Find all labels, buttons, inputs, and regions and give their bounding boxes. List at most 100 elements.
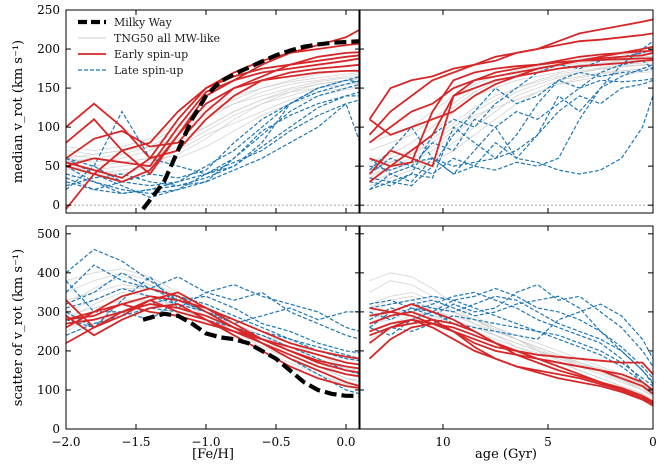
early-spin-up-line bbox=[369, 307, 653, 407]
y-axis-label-median: median v_rot (km s⁻¹) bbox=[11, 40, 26, 183]
early-spin-up-line bbox=[66, 70, 360, 183]
early-spin-up-line bbox=[66, 54, 360, 210]
panel-frame bbox=[358, 9, 654, 214]
tng-line bbox=[369, 272, 653, 401]
x-tick-label: 0.0 bbox=[336, 435, 355, 449]
late-spin-up-line bbox=[66, 91, 360, 191]
late-spin-up-line bbox=[369, 60, 653, 187]
tng-line bbox=[369, 307, 653, 395]
early-spin-up-line bbox=[66, 287, 360, 387]
plot-area bbox=[66, 28, 360, 211]
early-spin-up-line bbox=[368, 32, 653, 136]
late-spin-up-line bbox=[66, 79, 360, 191]
late-spin-up-line bbox=[369, 283, 653, 367]
early-spin-up-line bbox=[369, 303, 653, 391]
tng-line bbox=[66, 86, 360, 175]
x-tick-label: −1.0 bbox=[191, 435, 220, 449]
y-tick-label: 150 bbox=[37, 81, 60, 95]
early-spin-up-line bbox=[66, 57, 360, 168]
late-spin-up-line bbox=[369, 95, 653, 175]
late-spin-up-line bbox=[66, 99, 360, 187]
y-tick-label: 0 bbox=[52, 198, 60, 212]
late-spin-up-line bbox=[66, 83, 360, 199]
legend-label: TNG50 all MW-like bbox=[114, 32, 220, 45]
late-spin-up-line bbox=[66, 272, 360, 354]
plot-area bbox=[359, 18, 653, 206]
x-axis-label-age: age (Gyr) bbox=[475, 447, 537, 462]
x-axis-label-feh: [Fe/H] bbox=[192, 447, 234, 462]
tng-line bbox=[66, 73, 360, 163]
early-spin-up-line bbox=[66, 303, 360, 370]
y-tick-label: 400 bbox=[37, 266, 60, 280]
x-tick-label: 0 bbox=[649, 435, 657, 449]
plot-area bbox=[66, 248, 360, 398]
milky-way-line bbox=[142, 311, 360, 398]
y-tick-label: 300 bbox=[37, 305, 60, 319]
panel-scatter-vs-age: 10 5 0 bbox=[358, 225, 657, 449]
late-spin-up-line bbox=[369, 295, 653, 383]
y-tick-label: 0 bbox=[52, 422, 60, 436]
milky-way-line bbox=[141, 39, 360, 211]
legend-label: Milky Way bbox=[114, 16, 173, 29]
tng-line bbox=[66, 81, 360, 163]
early-spin-up-line bbox=[369, 57, 653, 168]
legend-label: Late spin-up bbox=[114, 64, 183, 77]
early-spin-up-line bbox=[66, 63, 360, 160]
panel-frame bbox=[358, 225, 654, 430]
late-spin-up-line bbox=[66, 95, 360, 195]
early-spin-up-line bbox=[66, 295, 360, 360]
early-spin-up-line bbox=[368, 45, 653, 136]
x-tick-label: −0.5 bbox=[261, 435, 290, 449]
x-tick-label: −2.0 bbox=[51, 435, 80, 449]
panel-median-vs-feh: 0 50 100 150 200 250 bbox=[37, 3, 361, 214]
y-tick-label: 250 bbox=[37, 3, 60, 17]
x-tick-label: 10 bbox=[435, 435, 450, 449]
early-spin-up-line bbox=[66, 299, 360, 378]
late-spin-up-line bbox=[369, 287, 653, 379]
early-spin-up-line bbox=[66, 42, 360, 179]
y-tick-label: 200 bbox=[37, 42, 60, 56]
legend: Milky Way TNG50 all MW-like Early spin-up L… bbox=[78, 16, 220, 77]
panel-scatter-vs-feh: −2.0 −1.5 −1.0 −0.5 0.0 0 100 200 300 400 500 bbox=[37, 225, 361, 449]
y-tick-label: 200 bbox=[37, 344, 60, 358]
late-spin-up-line bbox=[369, 303, 653, 359]
early-spin-up-line bbox=[66, 303, 360, 366]
y-tick-label: 100 bbox=[37, 120, 60, 134]
y-tick-label: 100 bbox=[37, 383, 60, 397]
x-tick-label: −1.5 bbox=[121, 435, 150, 449]
y-axis-label-scatter: scatter of v_rot (km s⁻¹) bbox=[11, 249, 26, 406]
axis-text-layer: median v_rot (km s⁻¹) scatter of v_rot (… bbox=[11, 40, 537, 462]
tng-line bbox=[66, 68, 360, 155]
late-spin-up-line bbox=[369, 78, 653, 175]
late-spin-up-line bbox=[66, 287, 360, 360]
late-spin-up-line bbox=[369, 295, 653, 385]
early-spin-up-line bbox=[369, 318, 653, 403]
tng-line bbox=[369, 67, 653, 183]
early-spin-up-line bbox=[66, 291, 360, 374]
late-spin-up-line bbox=[369, 291, 653, 391]
legend-label: Early spin-up bbox=[114, 48, 188, 61]
panel-frame bbox=[65, 9, 361, 214]
late-spin-up-line bbox=[66, 102, 360, 195]
tng-line bbox=[369, 71, 653, 179]
panel-median-vs-age bbox=[358, 9, 654, 214]
late-spin-up-line bbox=[66, 275, 360, 340]
panel-frame bbox=[65, 225, 361, 430]
late-spin-up-line bbox=[66, 79, 360, 187]
tng-line bbox=[369, 51, 653, 144]
plot-area bbox=[368, 272, 653, 407]
early-spin-up-line bbox=[66, 51, 360, 160]
tng-line bbox=[369, 311, 653, 391]
x-tick-label: 5 bbox=[544, 435, 552, 449]
tng-line bbox=[66, 77, 360, 159]
y-tick-label: 500 bbox=[37, 227, 60, 241]
tng-line bbox=[66, 87, 360, 179]
tng-line bbox=[66, 72, 360, 151]
early-spin-up-line bbox=[368, 52, 653, 144]
y-tick-label: 50 bbox=[45, 159, 60, 173]
early-spin-up-line bbox=[368, 322, 653, 403]
late-spin-up-line bbox=[369, 315, 653, 387]
late-spin-up-line bbox=[369, 68, 653, 191]
